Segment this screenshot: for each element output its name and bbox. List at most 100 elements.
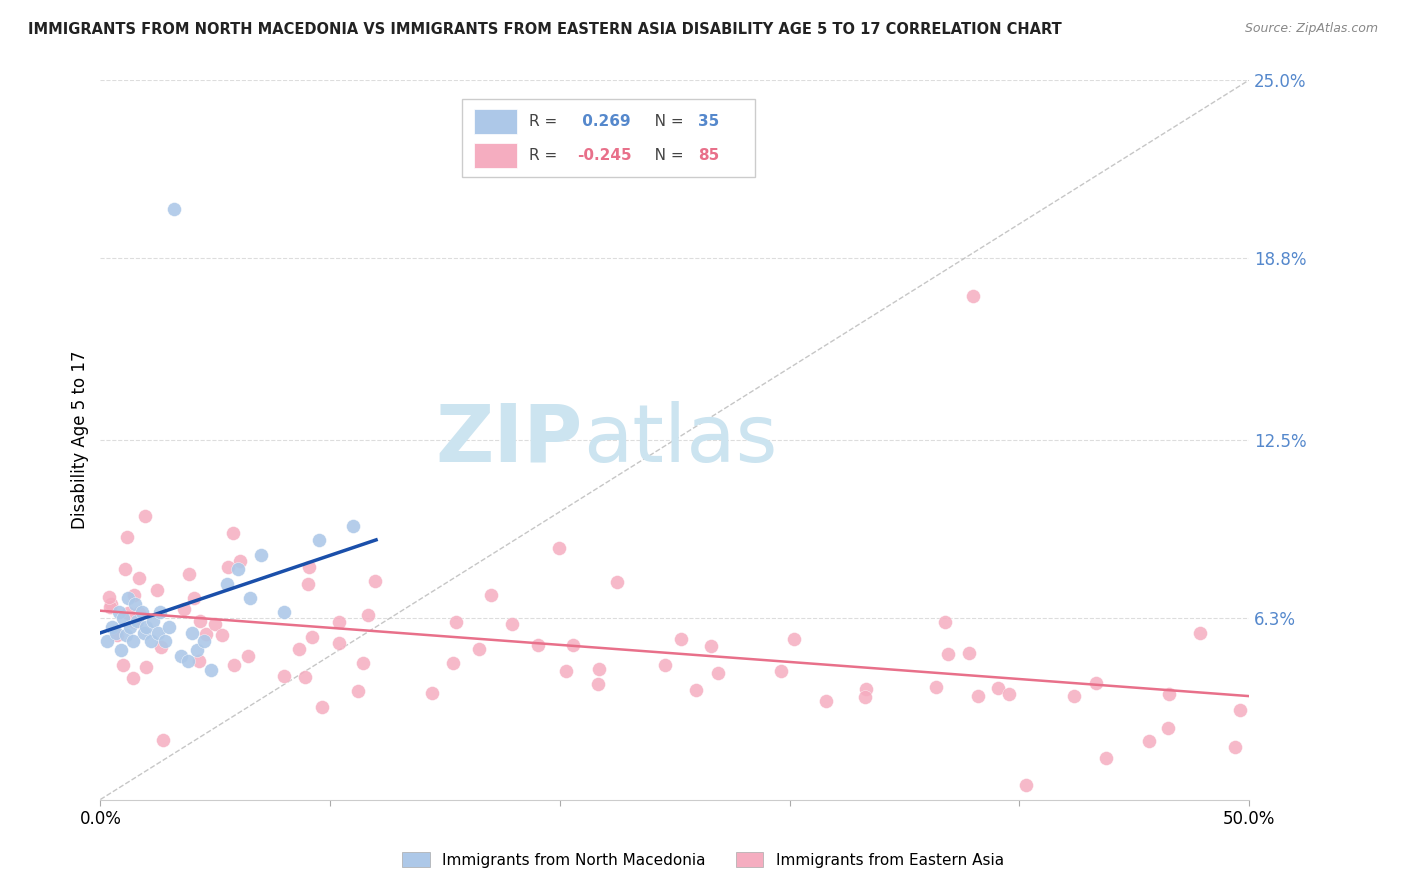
- Point: [187, 654, 209, 668]
- Text: Source: ZipAtlas.com: Source: ZipAtlas.com: [1244, 22, 1378, 36]
- Point: [588, 662, 610, 676]
- Point: [352, 656, 374, 670]
- Point: [342, 519, 364, 533]
- Point: [555, 664, 578, 678]
- Point: [769, 664, 792, 678]
- Point: [1014, 778, 1036, 792]
- Point: [855, 681, 877, 696]
- Point: [957, 646, 980, 660]
- Point: [181, 625, 204, 640]
- Point: [200, 663, 222, 677]
- Point: [1084, 676, 1107, 690]
- Point: [173, 602, 195, 616]
- Point: [150, 640, 173, 654]
- Point: [186, 643, 208, 657]
- Point: [479, 588, 502, 602]
- Legend: Immigrants from North Macedonia, Immigrants from Eastern Asia: Immigrants from North Macedonia, Immigra…: [396, 846, 1010, 873]
- Point: [149, 606, 172, 620]
- Point: [699, 639, 721, 653]
- Point: [1223, 740, 1246, 755]
- Point: [215, 576, 238, 591]
- Point: [153, 634, 176, 648]
- Point: [297, 560, 319, 574]
- Point: [467, 641, 489, 656]
- Point: [606, 574, 628, 589]
- Point: [936, 647, 959, 661]
- Text: N =: N =: [640, 148, 689, 163]
- Point: [124, 615, 146, 630]
- Point: [308, 533, 330, 548]
- Point: [1095, 750, 1118, 764]
- Text: R =: R =: [529, 148, 562, 163]
- Point: [1159, 687, 1181, 701]
- Point: [183, 591, 205, 606]
- Point: [211, 628, 233, 642]
- Point: [925, 680, 948, 694]
- Point: [547, 541, 569, 555]
- Point: [444, 615, 467, 629]
- Point: [121, 634, 143, 648]
- Point: [1063, 690, 1085, 704]
- Point: [114, 628, 136, 642]
- Point: [226, 562, 249, 576]
- Point: [441, 656, 464, 670]
- Text: 0.269: 0.269: [576, 114, 631, 129]
- Point: [685, 682, 707, 697]
- Point: [294, 670, 316, 684]
- Point: [105, 627, 128, 641]
- Point: [236, 648, 259, 663]
- Point: [114, 562, 136, 576]
- Point: [146, 583, 169, 598]
- Bar: [474, 143, 517, 168]
- Point: [115, 530, 138, 544]
- Point: [783, 632, 806, 646]
- Point: [328, 615, 350, 630]
- Point: [112, 657, 135, 672]
- Point: [422, 686, 444, 700]
- Point: [222, 657, 245, 672]
- Point: [562, 638, 585, 652]
- Point: [297, 576, 319, 591]
- Point: [190, 615, 212, 629]
- Point: [288, 642, 311, 657]
- Text: -0.245: -0.245: [576, 148, 631, 163]
- Point: [987, 681, 1010, 695]
- Point: [176, 654, 198, 668]
- Point: [120, 620, 142, 634]
- Point: [204, 617, 226, 632]
- Point: [101, 620, 124, 634]
- Point: [707, 665, 730, 680]
- Point: [998, 687, 1021, 701]
- Point: [163, 202, 186, 217]
- Text: atlas: atlas: [583, 401, 778, 479]
- Point: [157, 620, 180, 634]
- Point: [934, 615, 956, 629]
- Point: [146, 625, 169, 640]
- Text: R =: R =: [529, 114, 562, 129]
- Point: [311, 699, 333, 714]
- Point: [229, 554, 252, 568]
- Point: [122, 588, 145, 602]
- Point: [96, 634, 118, 648]
- Point: [127, 614, 149, 628]
- Point: [239, 591, 262, 605]
- Point: [217, 560, 239, 574]
- Point: [112, 611, 135, 625]
- Point: [132, 625, 155, 640]
- Point: [139, 634, 162, 648]
- Point: [364, 574, 387, 588]
- Bar: [474, 109, 517, 134]
- Text: IMMIGRANTS FROM NORTH MACEDONIA VS IMMIGRANTS FROM EASTERN ASIA DISABILITY AGE 5: IMMIGRANTS FROM NORTH MACEDONIA VS IMMIG…: [28, 22, 1062, 37]
- Point: [117, 591, 139, 605]
- Point: [100, 597, 122, 611]
- Text: 85: 85: [697, 148, 718, 163]
- Point: [347, 684, 370, 698]
- Point: [586, 676, 609, 690]
- Point: [177, 566, 200, 581]
- Point: [357, 608, 380, 623]
- Text: N =: N =: [640, 114, 689, 129]
- Point: [117, 606, 139, 620]
- Point: [1137, 734, 1160, 748]
- Point: [195, 626, 218, 640]
- Point: [273, 669, 295, 683]
